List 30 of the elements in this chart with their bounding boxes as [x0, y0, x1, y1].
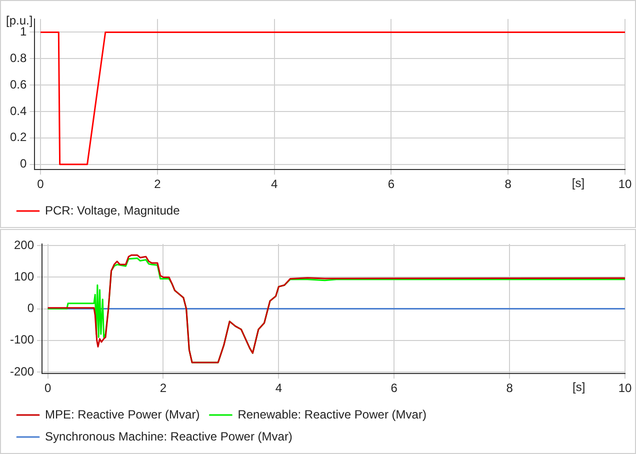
x-tick-label: 10	[618, 381, 632, 396]
y-tick-label: -200	[10, 364, 34, 378]
y-tick-label: 0.2	[10, 130, 27, 144]
x-tick-label: 4	[270, 177, 278, 192]
x-tick-label: 8	[504, 177, 512, 192]
x-tick-label: 10	[618, 177, 632, 192]
y-tick-label: 0.4	[10, 104, 27, 118]
y-tick-label: 1	[20, 24, 27, 39]
y-tick-label: 0	[27, 301, 34, 316]
y-tick-label: 0.6	[10, 77, 27, 92]
y-tick-label: -100	[10, 332, 34, 347]
x-tick-label: 2	[154, 177, 162, 192]
legend-label: Synchronous Machine: Reactive Power (Mvar)	[45, 429, 292, 444]
y-tick-label: 0.8	[10, 50, 27, 65]
x-tick-label: 2	[160, 381, 167, 396]
x-tick-label: 6	[390, 381, 398, 396]
x-tick-label: 6	[388, 177, 395, 192]
legend-label: MPE: Reactive Power (Mvar)	[45, 407, 200, 422]
y-tick-label: 200	[14, 238, 34, 252]
legend-label: PCR: Voltage, Magnitude	[45, 203, 180, 218]
x-axis-title: [s]	[572, 380, 586, 394]
x-tick-label: 4	[275, 381, 282, 396]
y-axis-title: [p.u.]	[6, 13, 33, 28]
x-tick-label: 0	[44, 381, 52, 396]
x-tick-label: 8	[506, 381, 514, 396]
y-tick-label: 0	[20, 156, 27, 171]
legend-label: Renewable: Reactive Power (Mvar)	[238, 407, 426, 422]
x-tick-label: 0	[37, 177, 44, 192]
x-axis-title: [s]	[572, 176, 585, 190]
y-tick-label: 100	[14, 270, 34, 284]
